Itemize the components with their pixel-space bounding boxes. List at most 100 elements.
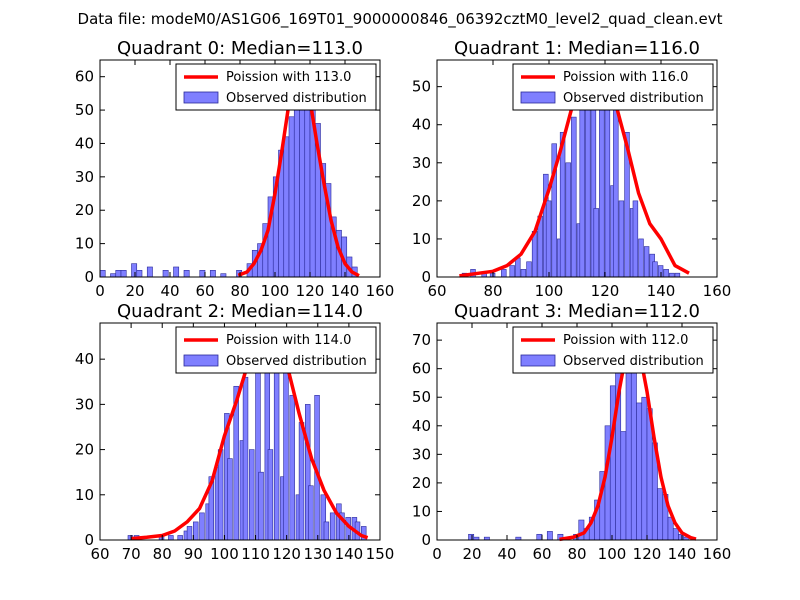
x-tick-label: 120 xyxy=(591,282,620,300)
subplot-grid: Quadrant 0: Median=113.00 20 40 60 80 100 120 1… xyxy=(75,38,731,563)
axes-frame xyxy=(436,59,718,278)
histogram-bar xyxy=(674,272,681,278)
x-axis: 0 20 40 60 80 100 120 140 160 xyxy=(95,60,394,300)
y-tick-label: 70 xyxy=(412,331,431,349)
histogram-bar xyxy=(199,270,206,278)
histogram-bar xyxy=(613,109,619,278)
y-tick-label: 50 xyxy=(412,78,431,96)
histogram-bar xyxy=(657,488,664,541)
histogram-bar xyxy=(193,521,199,541)
legend-label-poisson: Poission with 113.0 xyxy=(226,70,351,85)
y-axis: 0 10 20 30 40 50 60 70 xyxy=(412,331,717,549)
y-tick-label: 20 xyxy=(75,441,94,459)
histogram-bar xyxy=(468,533,475,541)
histogram-bar xyxy=(308,485,314,541)
figure-title: Data file: modeM0/AS1G06_169T01_90000008… xyxy=(78,10,723,29)
histogram-bar xyxy=(526,261,532,278)
y-axis: 0 10 20 30 40 xyxy=(75,350,380,549)
x-tick-label: 90 xyxy=(184,545,203,563)
x-tick-label: 110 xyxy=(241,545,270,563)
histogram-bar xyxy=(585,93,591,278)
histogram-bar xyxy=(288,116,295,278)
axes-frame xyxy=(99,322,381,541)
y-tick-label: 30 xyxy=(412,154,431,172)
histogram-bar xyxy=(531,231,538,278)
y-tick-label: 40 xyxy=(75,134,94,152)
histogram-bar xyxy=(304,83,311,278)
legend-label-poisson: Poission with 116.0 xyxy=(563,70,688,85)
histogram-bar xyxy=(571,116,577,278)
histogram-bar xyxy=(669,272,675,278)
histogram-bar xyxy=(299,93,306,278)
histogram-bar xyxy=(643,246,650,278)
x-tick-label: 100 xyxy=(535,282,564,300)
histogram-bar xyxy=(173,266,180,278)
histogram-bar xyxy=(593,208,599,278)
x-tick-label: 60 xyxy=(90,545,109,563)
histogram-bar xyxy=(249,449,255,541)
histogram-bar xyxy=(545,200,552,278)
x-tick-label: 140 xyxy=(331,282,360,300)
legend: Poission with 114.0 Observed distribution xyxy=(175,326,377,374)
y-axis: 0 10 20 30 40 50 xyxy=(412,78,717,286)
x-tick-label: 60 xyxy=(195,282,214,300)
y-tick-label: 40 xyxy=(75,350,94,368)
legend-label-observed: Observed distribution xyxy=(563,91,704,106)
x-tick-label: 100 xyxy=(598,545,627,563)
y-tick-label: 50 xyxy=(75,101,94,119)
x-tick-label: 0 xyxy=(432,545,442,563)
legend-label-poisson: Poission with 114.0 xyxy=(226,333,351,348)
x-tick-label: 60 xyxy=(427,282,446,300)
histogram-bar xyxy=(632,200,639,278)
y-tick-label: 10 xyxy=(412,502,431,520)
histogram-bar xyxy=(652,261,658,278)
histogram-bar xyxy=(120,270,127,278)
x-tick-label: 160 xyxy=(703,545,732,563)
x-tick-label: 80 xyxy=(483,282,502,300)
x-axis: 0 20 40 60 80 100 120 140 160 xyxy=(432,323,731,563)
quadrant-2-plot: Quadrant 2: Median=114.060 70 80 90 100 110 12… xyxy=(75,301,394,563)
y-tick-label: 0 xyxy=(84,268,94,286)
y-tick-label: 30 xyxy=(412,445,431,463)
x-tick-label: 160 xyxy=(703,282,732,300)
x-tick-label: 120 xyxy=(272,545,301,563)
quadrant-3-plot: Quadrant 3: Median=112.00 20 40 60 80 100 120 1… xyxy=(412,301,731,563)
histogram-bar xyxy=(209,270,216,278)
histogram-bar xyxy=(618,200,625,278)
x-tick-label: 20 xyxy=(125,282,144,300)
legend-bar-swatch xyxy=(520,354,556,367)
histogram-bar xyxy=(638,238,644,278)
histogram-bar xyxy=(110,273,117,278)
y-tick-label: 30 xyxy=(75,168,94,186)
x-tick-label: 80 xyxy=(153,545,172,563)
histogram-bar xyxy=(289,395,295,541)
y-tick-label: 60 xyxy=(75,68,94,86)
x-tick-label: 20 xyxy=(462,545,481,563)
y-tick-label: 40 xyxy=(412,417,431,435)
legend-bar-swatch xyxy=(520,91,556,104)
histogram-bar xyxy=(199,512,205,541)
legend: Poission with 112.0 Observed distribution xyxy=(512,326,714,374)
x-tick-label: 120 xyxy=(296,282,325,300)
x-tick-label: 60 xyxy=(532,545,551,563)
histogram-bar xyxy=(323,521,330,541)
histogram-bar xyxy=(329,512,336,541)
histogram-bar xyxy=(242,376,249,541)
histogram-bar xyxy=(604,101,611,278)
histogram-bars xyxy=(127,340,367,541)
y-tick-label: 20 xyxy=(412,192,431,210)
histogram-bar xyxy=(283,349,289,541)
plot-title: Quadrant 1: Median=116.0 xyxy=(454,38,700,59)
plot-title: Quadrant 0: Median=113.0 xyxy=(117,38,363,59)
histogram-bar xyxy=(636,402,643,541)
y-tick-label: 40 xyxy=(412,116,431,134)
x-tick-label: 120 xyxy=(633,545,662,563)
x-tick-label: 40 xyxy=(497,545,516,563)
histogram-bar xyxy=(620,431,627,541)
histogram-bar xyxy=(136,270,143,278)
histogram-bar xyxy=(565,162,571,278)
y-tick-label: 10 xyxy=(75,486,94,504)
x-tick-label: 100 xyxy=(261,282,290,300)
histogram-bar xyxy=(663,269,669,278)
